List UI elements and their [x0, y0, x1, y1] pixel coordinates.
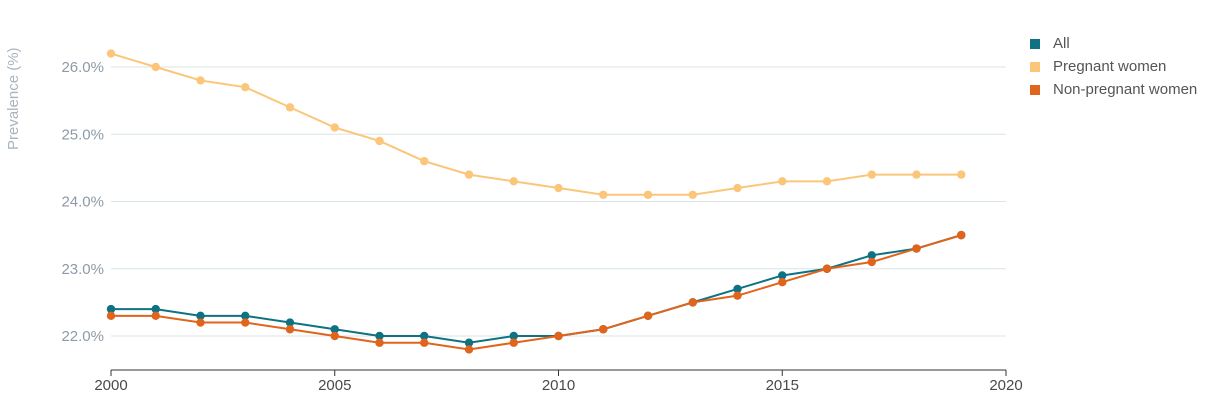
legend-label-pregnant-women: Pregnant women [1053, 58, 1167, 75]
data-point-pregnant-women[interactable] [106, 49, 116, 58]
data-point-non-pregnant-women[interactable] [822, 264, 832, 273]
data-point-all[interactable] [867, 251, 876, 260]
data-point-pregnant-women[interactable] [822, 177, 832, 186]
series-pregnant-women [106, 49, 966, 199]
data-point-non-pregnant-women[interactable] [867, 257, 876, 267]
data-point-all[interactable] [733, 284, 742, 294]
data-point-pregnant-women[interactable] [375, 136, 384, 146]
data-point-pregnant-women[interactable] [151, 62, 160, 72]
y-tick-label: 25.0% [61, 126, 104, 143]
x-axis-ticks: 2000 2005 2010 2015 2020 [94, 370, 1023, 394]
data-point-pregnant-women[interactable] [330, 123, 339, 132]
x-tick-label: 2000 [94, 377, 127, 394]
data-point-non-pregnant-women[interactable] [733, 291, 742, 300]
data-point-non-pregnant-women[interactable] [554, 331, 563, 341]
data-point-non-pregnant-women[interactable] [375, 338, 384, 347]
legend-item-all[interactable]: All [1030, 32, 1197, 55]
series-all [106, 230, 966, 347]
data-point-all[interactable] [420, 331, 429, 341]
data-point-all[interactable] [509, 331, 518, 341]
data-point-all[interactable] [151, 304, 160, 314]
data-point-pregnant-women[interactable] [912, 170, 921, 179]
data-point-non-pregnant-women[interactable] [241, 318, 250, 327]
y-tick-label: 22.0% [61, 328, 104, 345]
data-point-pregnant-women[interactable] [643, 190, 653, 199]
data-point-all[interactable] [196, 311, 205, 321]
legend-swatch-all [1030, 38, 1040, 49]
data-point-pregnant-women[interactable] [241, 82, 250, 92]
y-axis-label: Prevalence (%) [5, 47, 22, 150]
data-point-non-pregnant-women[interactable] [778, 278, 787, 287]
series-line-pregnant-women [110, 52, 962, 196]
data-point-pregnant-women[interactable] [285, 103, 295, 112]
data-point-non-pregnant-women[interactable] [196, 318, 205, 327]
data-point-all[interactable] [778, 271, 787, 280]
legend-swatch-non-pregnant-women [1030, 84, 1040, 95]
data-point-all[interactable] [375, 331, 384, 341]
data-point-pregnant-women[interactable] [599, 190, 608, 199]
gridlines [111, 66, 1006, 337]
data-point-non-pregnant-women[interactable] [151, 311, 160, 321]
data-point-pregnant-women[interactable] [196, 76, 205, 85]
y-axis-ticks: 22.0% 23.0% 24.0% 25.0% 26.0% [61, 59, 104, 345]
data-point-all[interactable] [330, 325, 339, 334]
data-point-non-pregnant-women[interactable] [330, 331, 339, 341]
series-line-non-pregnant-women [111, 234, 962, 351]
data-point-pregnant-women[interactable] [688, 190, 697, 199]
data-point-non-pregnant-women[interactable] [688, 298, 697, 307]
data-point-non-pregnant-women[interactable] [106, 311, 116, 321]
data-point-pregnant-women[interactable] [867, 170, 876, 179]
data-point-pregnant-women[interactable] [464, 170, 474, 179]
data-point-all[interactable] [241, 311, 250, 321]
legend-item-pregnant-women[interactable]: Pregnant women [1030, 55, 1197, 78]
series-non-pregnant-women [106, 230, 966, 354]
data-point-pregnant-women[interactable] [778, 177, 787, 186]
data-point-non-pregnant-women[interactable] [285, 325, 295, 334]
series-group [106, 49, 966, 354]
y-tick-label: 23.0% [61, 261, 104, 278]
y-tick-label: 26.0% [61, 59, 104, 76]
data-point-pregnant-women[interactable] [420, 156, 429, 166]
legend-item-non-pregnant-women[interactable]: Non-pregnant women [1030, 78, 1197, 101]
data-point-pregnant-women[interactable] [509, 177, 518, 186]
data-point-all[interactable] [464, 338, 474, 347]
data-point-non-pregnant-women[interactable] [643, 311, 653, 321]
data-point-non-pregnant-women[interactable] [599, 325, 608, 334]
data-point-pregnant-women[interactable] [554, 183, 563, 193]
y-tick-label: 24.0% [61, 194, 104, 211]
data-point-non-pregnant-women[interactable] [957, 230, 966, 240]
legend: All Pregnant women Non-pregnant women [1030, 32, 1197, 101]
series-line-all [111, 234, 962, 344]
data-point-all[interactable] [106, 304, 116, 314]
data-point-non-pregnant-women[interactable] [912, 244, 921, 253]
legend-label-non-pregnant-women: Non-pregnant women [1053, 81, 1198, 98]
data-point-pregnant-women[interactable] [733, 183, 742, 193]
data-point-non-pregnant-women[interactable] [464, 345, 474, 354]
x-tick-label: 2015 [766, 377, 799, 394]
data-point-pregnant-women[interactable] [957, 170, 966, 179]
data-point-non-pregnant-women[interactable] [509, 338, 518, 347]
legend-label-all: All [1053, 35, 1070, 52]
x-tick-label: 2010 [542, 377, 575, 394]
x-tick-label: 2020 [989, 377, 1022, 394]
data-point-non-pregnant-women[interactable] [420, 338, 429, 347]
legend-swatch-pregnant-women [1030, 61, 1040, 72]
x-tick-label: 2005 [318, 377, 351, 394]
data-point-all[interactable] [285, 318, 295, 327]
